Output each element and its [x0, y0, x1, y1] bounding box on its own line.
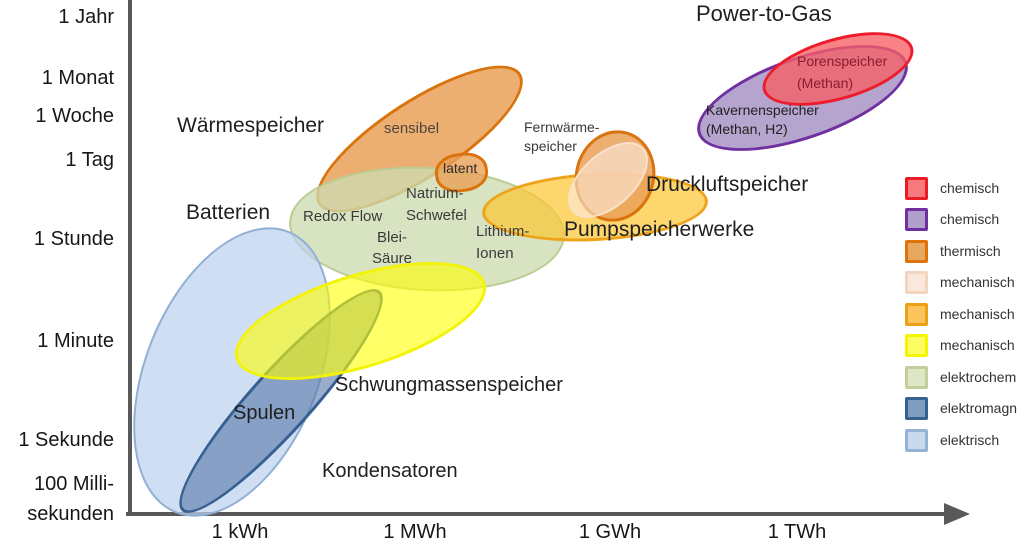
x-tick-1-gwh: 1 GWh: [578, 521, 642, 543]
legend-swatch-purple: [905, 207, 928, 231]
y-tick-1-woche: 1 Woche: [35, 105, 114, 127]
label-waermespeicher: Wärmespeicher: [177, 114, 325, 137]
legend-swatch-gold: [905, 302, 928, 326]
label-natrium-schwefel: Natrium- Schwefel: [406, 185, 467, 224]
legend-item-elektrochemisch: elektrochem: [905, 365, 1016, 389]
label-schwungmassenspeicher: Schwungmassenspeicher: [335, 374, 563, 396]
x-tick-1-kwh: 1 kWh: [211, 521, 269, 543]
y-tick-1-jahr: 1 Jahr: [58, 6, 114, 28]
label-kavernenspeicher: Kavernenspeicher (Methan, H2): [706, 102, 819, 137]
legend-label: elektrochem: [940, 369, 1017, 385]
legend-item-elektrisch: elektrisch: [905, 428, 999, 452]
label-pumpspeicherwerke: Pumpspeicherwerke: [564, 218, 755, 241]
legend-swatch-orange: [905, 239, 928, 263]
label-porenspeicher: Porenspeicher (Methan): [797, 53, 888, 91]
legend-item-mechanisch-druckluft: mechanisch: [905, 270, 1015, 294]
legend-swatch-red: [905, 176, 928, 200]
y-tick-1-monat: 1 Monat: [41, 67, 114, 89]
y-axis-line: [128, 0, 132, 516]
label-druckluftspeicher: Druckluftspeicher: [646, 173, 809, 196]
energy-storage-chart: { "axes": { "y_labels": ["1 Jahr", "1 Mo…: [18, 0, 1018, 546]
legend-item-mechanisch-pumpspeicher: mechanisch: [905, 302, 1015, 326]
label-power-to-gas: Power-to-Gas: [696, 1, 832, 26]
x-axis-line: [126, 512, 950, 516]
legend-label: mechanisch: [940, 274, 1015, 290]
label-latent: latent: [443, 160, 478, 176]
y-tick-1-minute: 1 Minute: [37, 330, 114, 352]
x-axis-arrow-icon: [944, 503, 970, 525]
legend-swatch-peach: [905, 270, 928, 294]
x-tick-1-mwh: 1 MWh: [383, 521, 447, 543]
label-lithium-ionen: Lithium- Ionen: [476, 223, 530, 262]
legend-label: thermisch: [940, 243, 1001, 259]
legend-label: mechanisch: [940, 306, 1015, 322]
legend-swatch-yellow: [905, 333, 928, 357]
legend-label: elektrisch: [940, 432, 1000, 448]
legend-label: chemisch: [940, 180, 1000, 196]
legend-item-chemisch-kaverne: chemisch: [905, 207, 999, 231]
legend-label: elektromagn: [940, 400, 1018, 416]
legend-swatch-green: [905, 365, 928, 389]
legend-item-elektromagnetisch: elektromagn: [905, 396, 1017, 420]
x-tick-1-twh: 1 TWh: [767, 521, 827, 543]
y-tick-1-sekunde: 1 Sekunde: [18, 429, 114, 451]
legend-label: mechanisch: [940, 337, 1015, 353]
label-fernwaermespeicher: Fernwärme- speicher: [524, 119, 600, 154]
label-spulen: Spulen: [233, 402, 296, 424]
label-batterien: Batterien: [186, 201, 271, 224]
legend-item-thermisch: thermisch: [905, 239, 1001, 263]
label-kondensatoren: Kondensatoren: [322, 460, 458, 482]
legend-swatch-darkblue: [905, 396, 928, 420]
legend-swatch-lightblue: [905, 428, 928, 452]
legend-item-chemisch-gas: chemisch: [905, 176, 999, 200]
label-blei-saeure: Blei- Säure: [371, 229, 413, 267]
label-redox-flow: Redox Flow: [303, 208, 383, 225]
y-tick-100-millisekunden: 100 Milli- sekunden: [27, 473, 114, 525]
y-tick-1-tag: 1 Tag: [65, 149, 114, 171]
y-tick-1-stunde: 1 Stunde: [33, 228, 114, 250]
legend-item-mechanisch-schwungmasse: mechanisch: [905, 333, 1015, 357]
legend-label: chemisch: [940, 211, 1000, 227]
label-sensibel: sensibel: [384, 120, 440, 137]
